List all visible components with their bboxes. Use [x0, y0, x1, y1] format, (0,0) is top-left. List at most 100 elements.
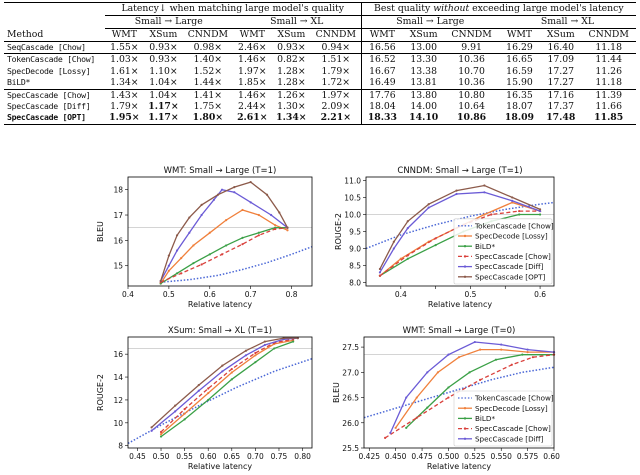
value-cell: 1.43×	[104, 88, 144, 102]
data-point	[159, 433, 163, 436]
data-point	[538, 213, 542, 216]
value-cell: 16.65	[498, 53, 541, 66]
table-group-header-row: Latency↓ when matching large model's qua…	[4, 2, 636, 16]
value-cell: 15.90	[506, 77, 533, 89]
data-point	[526, 348, 529, 351]
data-point	[434, 237, 437, 240]
column-header: WMT	[232, 28, 272, 42]
legend-label: SpecDecode [Lossy]	[475, 404, 548, 413]
plot-frame	[365, 176, 555, 287]
data-point	[207, 398, 210, 402]
data-point	[174, 410, 177, 413]
y-axis-label: BLEU	[332, 382, 341, 403]
series-line	[379, 184, 541, 270]
value-cell: 1.04×	[143, 88, 183, 102]
value-cell: 11.44	[581, 53, 636, 66]
legend-marker	[463, 275, 467, 278]
legend-marker	[463, 234, 467, 238]
column-header: XSum	[271, 28, 311, 42]
x-axis-label: Relative latency	[428, 300, 492, 309]
value-cell: 10.80	[444, 88, 499, 102]
value-cell: 11.18	[595, 77, 622, 89]
y-tick-label: 11.0	[344, 176, 361, 185]
data-point	[197, 383, 200, 387]
series-line	[379, 191, 541, 273]
series-line	[395, 348, 554, 429]
legend-label: BiLD*	[475, 242, 495, 251]
chart-wmt-large-t1: WMT: Small → Large (T=1) 15 16 17 18 0.4 0.5 0.…	[96, 166, 313, 309]
y-tick-label: 10.0	[344, 210, 361, 219]
y-tick-label: 9.0	[349, 245, 361, 254]
data-point	[406, 226, 409, 230]
x-tick-label: 0.4	[122, 290, 134, 299]
data-point	[254, 351, 257, 355]
data-point	[263, 340, 266, 343]
value-cell: 1.03×	[104, 53, 144, 66]
table-row: BiLD* 1.34× 1.04× 1.44× 1.85× 1.28× 1.72× 16.49…	[4, 77, 636, 90]
method-cell: TokenCascade [Chow]	[4, 53, 105, 66]
value-cell: 1.95×	[104, 112, 144, 125]
data-point	[483, 191, 486, 194]
y-axis-label: BLEU	[96, 221, 105, 242]
data-point	[526, 351, 529, 354]
method-cell: BiLD*	[7, 77, 31, 88]
legend-marker	[463, 265, 467, 268]
x-tick-label: 0.50	[153, 452, 170, 461]
column-header: XSum	[403, 28, 445, 42]
y-tick-label: 10.5	[344, 193, 361, 202]
data-point	[221, 364, 224, 367]
data-point	[175, 234, 179, 237]
data-point	[192, 262, 195, 265]
data-point	[282, 337, 285, 340]
data-point	[274, 224, 277, 227]
value-cell: 1.55×	[110, 42, 139, 53]
y-tick-label: 14	[113, 373, 123, 382]
data-point	[159, 430, 163, 434]
data-point	[273, 347, 276, 350]
chart-wmt-large-t0: WMT: Small → Large (T=0) 25.5 26.0 26.5 27.0…	[332, 326, 560, 471]
y-tick-label: 26.0	[342, 419, 359, 428]
series-line	[151, 337, 298, 428]
data-point	[518, 209, 521, 213]
value-cell: 0.93×	[277, 42, 306, 53]
data-point	[175, 249, 179, 252]
data-point	[296, 337, 299, 340]
x-axis-label: Relative latency	[427, 462, 491, 471]
legend-label: TokenCascade [Chow]	[474, 221, 554, 230]
data-point	[192, 244, 195, 247]
subgroup-header: Small → XL	[498, 15, 636, 29]
legend-marker	[463, 245, 467, 248]
quality-group-header: Best quality without exceeding large mod…	[360, 2, 636, 16]
data-point	[384, 436, 387, 440]
legend-label: SpecCascade [OPT]	[475, 272, 545, 281]
y-tick-label: 8.0	[349, 279, 361, 288]
value-cell: 1.40×	[183, 53, 233, 66]
value-cell: 16.49	[360, 77, 404, 90]
x-tick-label: 0.60	[200, 452, 217, 461]
column-header: CNNDM	[183, 28, 233, 42]
data-point	[221, 370, 224, 373]
series-line	[365, 201, 555, 250]
column-header: XSum	[540, 28, 582, 42]
legend-label: SpecCascade [Chow]	[475, 252, 551, 261]
legend-marker	[463, 417, 467, 420]
method-cell: SpecCascade [Diff]	[7, 101, 91, 112]
value-cell: 1.46×	[232, 53, 272, 66]
subgroup-header: Small → XL	[232, 15, 362, 29]
data-point	[233, 186, 236, 189]
x-tick-label: 0.8	[286, 290, 298, 299]
column-header: CNNDM	[444, 28, 499, 42]
data-point	[249, 180, 252, 184]
data-point	[426, 406, 429, 409]
value-cell: 17.37	[547, 101, 575, 113]
x-tick-label: 0.550	[490, 452, 512, 461]
data-point	[270, 213, 273, 217]
data-point	[257, 234, 260, 237]
value-cell: 10.86	[444, 112, 499, 125]
x-tick-label: 0.500	[438, 452, 460, 461]
data-point	[406, 257, 409, 260]
data-point	[150, 429, 153, 432]
column-header: CNNDM	[581, 28, 636, 42]
value-cell: 17.27	[547, 65, 575, 77]
data-point	[286, 229, 289, 232]
